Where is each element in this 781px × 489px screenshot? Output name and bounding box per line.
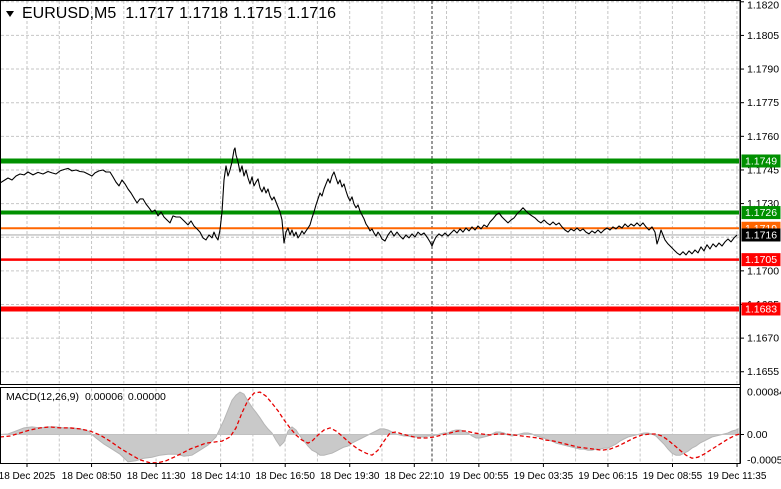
- time-axis-label-4[interactable]: 18 Dec 16:50: [255, 471, 315, 482]
- price-axis-label-1.1670: 1.1670: [747, 333, 779, 345]
- time-axis-label-1[interactable]: 18 Dec 08:50: [62, 471, 122, 482]
- macd-signal-line: [0, 391, 741, 464]
- price-axis-label-1.1790: 1.1790: [747, 64, 779, 76]
- time-grid-lines: [26, 1, 738, 463]
- price-axis-label-1.1805: 1.1805: [747, 30, 779, 42]
- price-badge-label-1.1726: 1.1726: [745, 207, 777, 219]
- high-value: 1.1718: [179, 5, 229, 22]
- close-value: 1.1716: [287, 5, 336, 22]
- price-badge-label-1.1749: 1.1749: [745, 155, 777, 167]
- symbol-period-label: EURUSD,M5: [22, 5, 117, 22]
- time-axis-label-7[interactable]: 19 Dec 00:55: [449, 471, 509, 482]
- macd-name: MACD(12,26,9): [6, 391, 79, 403]
- price-badge-1.1705: [741, 253, 781, 267]
- time-axis-label-9[interactable]: 19 Dec 06:15: [578, 471, 638, 482]
- price-axis-label-1.1760: 1.1760: [747, 131, 779, 143]
- time-axis-label-11[interactable]: 19 Dec 11:35: [708, 471, 767, 482]
- time-axis-labels: 18 Dec 2025 18 Dec 08:50 18 Dec 11:30 18 De…: [0, 463, 767, 482]
- macd-signal-value: 0.00000: [127, 391, 166, 403]
- price-chart-area[interactable]: [0, 0, 741, 385]
- price-axis-label-1.1775: 1.1775: [747, 97, 779, 109]
- time-axis-label-10[interactable]: 19 Dec 08:55: [643, 471, 703, 482]
- price-badge-label-1.1683: 1.1683: [745, 303, 777, 315]
- price-line: [0, 147, 738, 256]
- time-axis-label-3[interactable]: 18 Dec 14:10: [191, 471, 251, 482]
- price-badge-1.1726: [741, 206, 781, 220]
- symbol-dropdown-icon[interactable]: [6, 11, 14, 17]
- chart-title: EURUSD,M5 1.1717 1.1718 1.1715 1.1716: [6, 5, 341, 23]
- low-value: 1.1715: [233, 5, 283, 22]
- macd-axis-label--0.00057: -0.00057: [747, 455, 781, 467]
- macd-indicator-label: MACD(12,26,9) 0.00006 0.00000: [6, 391, 171, 403]
- price-badge-1.1683: [741, 302, 781, 316]
- open-value: 1.1717: [125, 5, 175, 22]
- price-badge-label-1.1705: 1.1705: [745, 254, 777, 266]
- price-badge-1.1716: [741, 228, 781, 242]
- price-axis-strip: [741, 0, 781, 489]
- macd-axis-label-0.00: 0.00: [747, 429, 768, 441]
- price-axis-label-1.1820: 1.1820: [747, 0, 779, 12]
- time-axis-label-2[interactable]: 18 Dec 11:30: [127, 471, 186, 482]
- price-badge-label-1.1716: 1.1716: [745, 229, 777, 241]
- time-axis-label-6[interactable]: 18 Dec 22:10: [385, 471, 445, 482]
- time-axis-label-8[interactable]: 19 Dec 03:35: [514, 471, 574, 482]
- macd-axis-label-0.00084: 0.00084: [747, 387, 781, 399]
- macd-main-value: 0.00006: [84, 391, 123, 403]
- price-badge-1.1749: [741, 154, 781, 168]
- macd-axis-labels: 0.00084 0.00 -0.00057: [740, 387, 781, 467]
- time-axis-label-5[interactable]: 18 Dec 19:30: [320, 471, 380, 482]
- price-axis-label-1.1700: 1.1700: [747, 265, 779, 277]
- time-axis-label-0[interactable]: 18 Dec 2025: [0, 471, 56, 482]
- price-axis-label-1.1655: 1.1655: [747, 366, 779, 378]
